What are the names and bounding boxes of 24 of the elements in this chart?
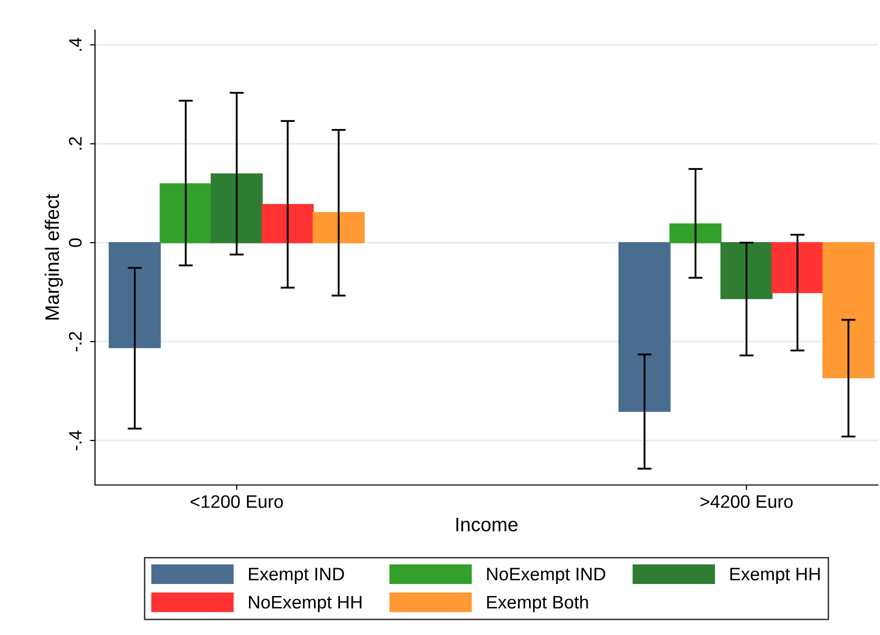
bar xyxy=(822,242,874,378)
legend-label: Exempt HH xyxy=(730,568,820,584)
y-tick-label: -.2 xyxy=(68,332,82,352)
bar xyxy=(720,242,773,300)
bar xyxy=(160,183,212,244)
bar xyxy=(771,242,824,294)
x-tick-label: <1200 Euro xyxy=(190,495,283,508)
y-tick-label: -.4 xyxy=(69,430,82,450)
legend-label: Exempt Both xyxy=(487,595,588,612)
x-axis-title: Income xyxy=(456,518,518,532)
bar xyxy=(210,173,263,244)
bar xyxy=(312,212,365,244)
bar xyxy=(262,204,314,244)
x-tick-label: >4200 Euro xyxy=(700,495,793,508)
bar xyxy=(108,242,161,348)
y-axis-title: Marginal effect xyxy=(44,194,63,320)
legend-label: NoExempt HH xyxy=(249,596,362,612)
legend-label: Exempt IND xyxy=(249,568,344,584)
y-tick-label: 0 xyxy=(68,238,82,247)
bar xyxy=(618,242,671,412)
legend-label: NoExempt IND xyxy=(487,568,606,584)
y-tick-label: .4 xyxy=(69,38,82,51)
y-tick-label: .2 xyxy=(68,137,82,150)
bar xyxy=(669,223,722,244)
